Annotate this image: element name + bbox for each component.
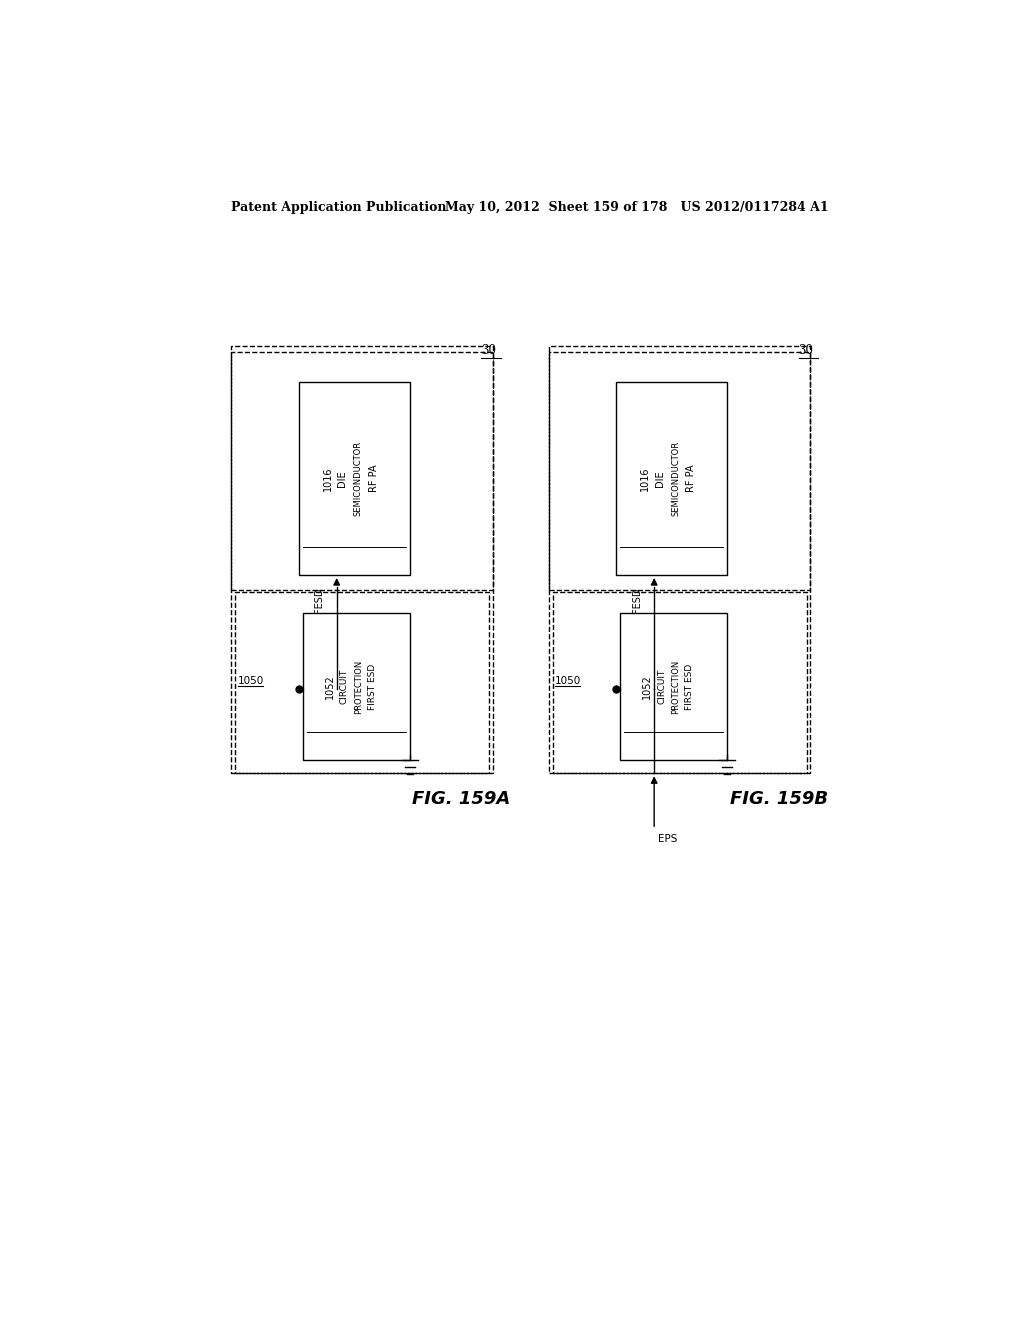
Bar <box>616 381 727 576</box>
Text: RF PA: RF PA <box>686 465 696 492</box>
Text: DIE: DIE <box>654 470 665 487</box>
Text: FIG. 159B: FIG. 159B <box>730 789 827 808</box>
Text: FIG. 159A: FIG. 159A <box>413 789 510 808</box>
Text: SEMICONDUCTOR: SEMICONDUCTOR <box>671 441 680 516</box>
Text: FIRST ESD: FIRST ESD <box>685 663 694 710</box>
Bar <box>231 346 494 774</box>
Bar <box>549 351 811 590</box>
Bar <box>553 593 807 774</box>
Bar <box>620 612 727 760</box>
Bar <box>303 612 410 760</box>
Text: PROTECTION: PROTECTION <box>354 659 364 714</box>
Text: RF PA: RF PA <box>369 465 379 492</box>
Text: FIRST ESD: FIRST ESD <box>368 663 377 710</box>
Bar <box>231 351 494 590</box>
Text: 1052: 1052 <box>325 675 335 698</box>
Text: CIRCUIT: CIRCUIT <box>340 669 349 704</box>
Bar <box>236 593 489 774</box>
Text: FESD: FESD <box>314 587 325 614</box>
Text: CIRCUIT: CIRCUIT <box>657 669 667 704</box>
Text: FESD: FESD <box>632 587 642 614</box>
Bar <box>549 346 811 774</box>
Text: PROTECTION: PROTECTION <box>672 659 681 714</box>
Text: 1050: 1050 <box>555 676 582 686</box>
Text: 1016: 1016 <box>640 466 650 491</box>
Text: May 10, 2012  Sheet 159 of 178   US 2012/0117284 A1: May 10, 2012 Sheet 159 of 178 US 2012/01… <box>445 201 829 214</box>
Text: DIE: DIE <box>337 470 347 487</box>
Text: 30: 30 <box>481 343 497 356</box>
Text: SEMICONDUCTOR: SEMICONDUCTOR <box>353 441 362 516</box>
Bar <box>299 381 410 576</box>
Text: EPS: EPS <box>658 834 678 845</box>
Text: 30: 30 <box>799 343 814 356</box>
Text: 1050: 1050 <box>238 676 264 686</box>
Text: 1016: 1016 <box>323 466 333 491</box>
Text: 1052: 1052 <box>642 675 652 698</box>
Text: Patent Application Publication: Patent Application Publication <box>231 201 446 214</box>
